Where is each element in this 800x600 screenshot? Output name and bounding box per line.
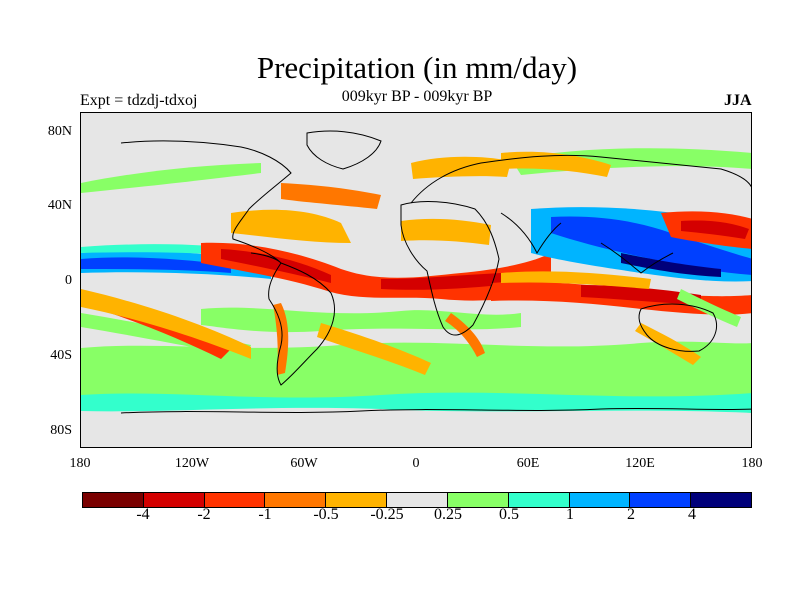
east-pacific-darkred (221, 249, 331, 283)
colorbar-cell (569, 493, 631, 507)
x-label-60w: 60W (290, 456, 318, 471)
europe-orange (411, 156, 511, 179)
asia-monsoon-blue (551, 216, 751, 275)
australia-orange (635, 323, 701, 365)
y-label-40s: 40S (50, 348, 72, 363)
africa-orange (401, 218, 491, 245)
southern-band-cyan (81, 392, 751, 413)
maritime-darkred (581, 285, 701, 305)
colorbar-cell (447, 493, 509, 507)
coastlines (120, 130, 751, 414)
atlantic-darkred (381, 273, 501, 290)
colorbar-cell (143, 493, 205, 507)
colorbar-label: 2 (627, 506, 635, 523)
colorbar-cell (204, 493, 266, 507)
colorbar (82, 492, 752, 508)
y-label-80s: 80S (50, 423, 72, 438)
arctic-green (81, 163, 261, 193)
colorbar-label: -0.25 (370, 506, 404, 523)
south-pacific-orange (81, 289, 251, 359)
precipitation-map (80, 112, 752, 448)
colorbar-label: -0.5 (313, 506, 339, 523)
colorbar-label: 1 (566, 506, 574, 523)
x-label-120w: 120W (174, 456, 210, 471)
period-label: 009kyr BP - 009kyr BP (341, 88, 493, 105)
x-label-60e: 60E (516, 456, 540, 471)
colorbar-label: 0.25 (434, 506, 462, 523)
colorbar-label: -1 (258, 506, 272, 523)
y-label-0: 0 (65, 273, 72, 288)
season-label: JJA (724, 92, 752, 109)
y-label-80n: 80N (47, 124, 72, 139)
andes-orange (273, 303, 289, 375)
north-atlantic-orange (281, 183, 381, 209)
pacific-itcz-deepblue (81, 257, 231, 273)
colorbar-label: -2 (197, 506, 211, 523)
experiment-label: Expt = tdzdj-tdxoj (80, 92, 198, 109)
colorbar-cell (387, 493, 448, 507)
colorbar-label: -4 (136, 506, 150, 523)
west-pacific-darkred (681, 220, 749, 239)
plot-title: Precipitation (in mm/day) (256, 50, 578, 85)
colorbar-label: 0.5 (499, 506, 519, 523)
x-label-180w: 180 (69, 456, 91, 471)
x-label-0: 0 (412, 456, 420, 471)
x-label-120e: 120E (625, 456, 655, 471)
southern-band (81, 341, 751, 413)
colorbar-label: 4 (688, 506, 696, 523)
asia-monsoon-navy (621, 253, 721, 277)
colorbar-cell (83, 493, 144, 507)
x-label-180e: 180 (741, 456, 763, 471)
colorbar-cell (508, 493, 570, 507)
y-label-40n: 40N (47, 198, 72, 213)
colorbar-cell (691, 493, 751, 507)
indian-ocean-orange (501, 271, 651, 289)
map-canvas (81, 113, 751, 447)
colorbar-cell (265, 493, 327, 507)
colorbar-cell (326, 493, 388, 507)
colorbar-cell (630, 493, 692, 507)
australia-green (677, 289, 741, 327)
south-africa-orange (445, 313, 485, 357)
south-atlantic-orange (317, 323, 431, 375)
eurasia-orange (501, 151, 611, 177)
caribbean-orange (231, 209, 351, 243)
